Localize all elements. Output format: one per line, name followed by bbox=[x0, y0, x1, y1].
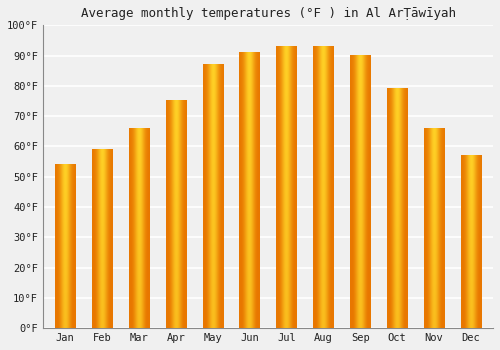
Title: Average monthly temperatures (°F ) in Al ArṬāwīyah: Average monthly temperatures (°F ) in Al… bbox=[80, 7, 456, 20]
